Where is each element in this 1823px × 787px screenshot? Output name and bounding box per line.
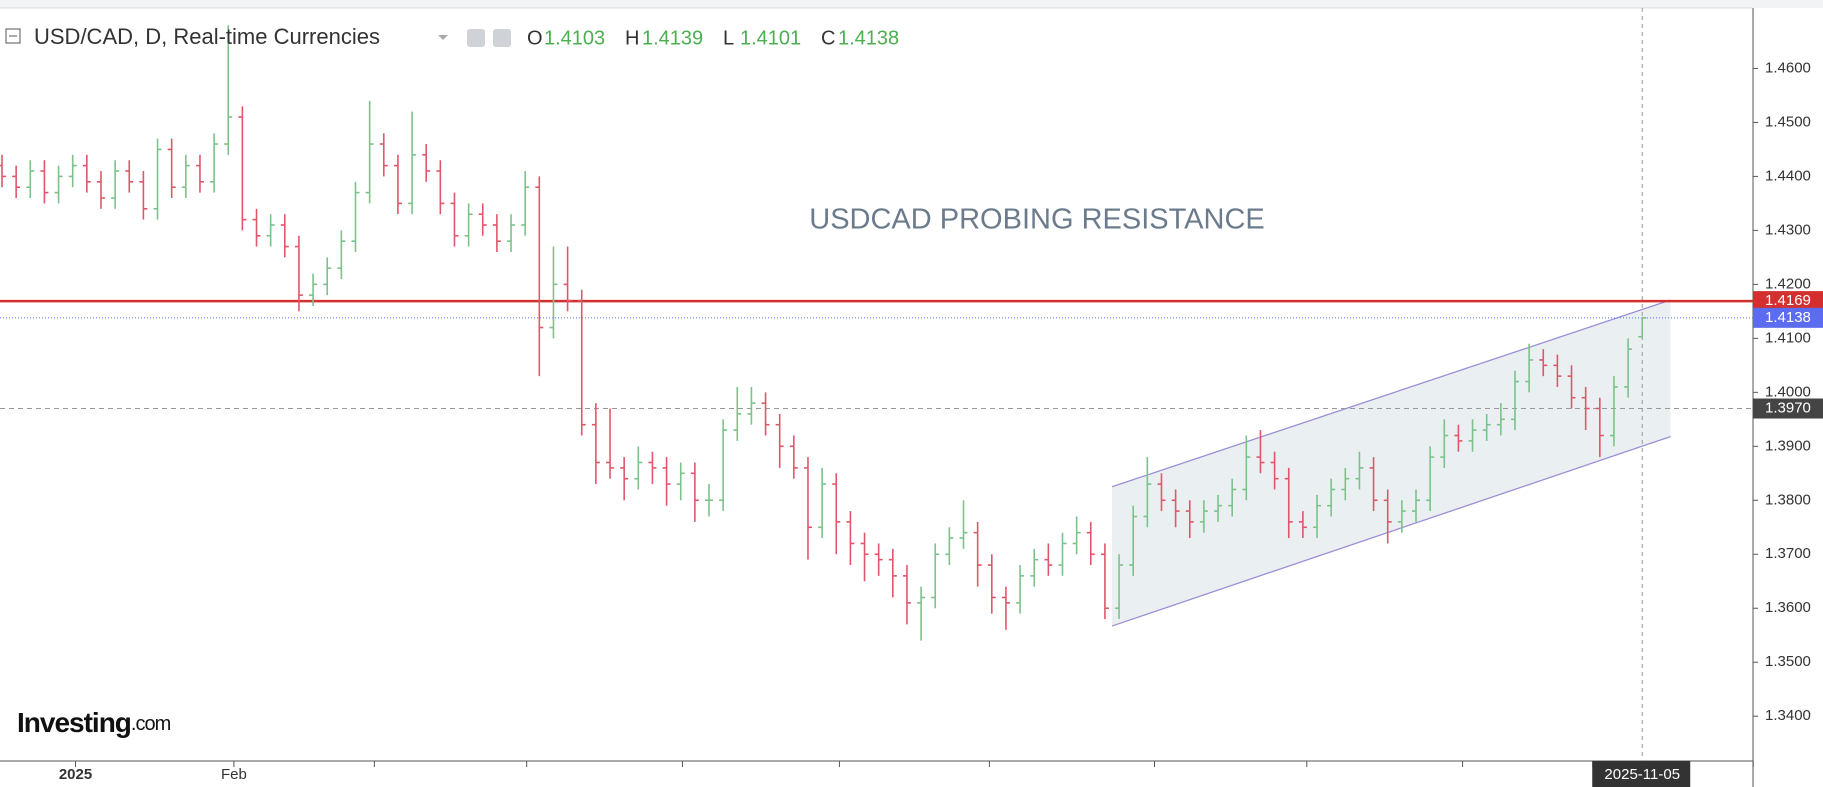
ohlc-value: 1.4103 [544,27,605,49]
x-badge [1592,761,1691,787]
y-tick-label: 1.3800 [1765,491,1811,508]
y-tick-label: 1.4600 [1765,59,1811,76]
y-tick-label: 1.4000 [1765,383,1811,400]
visibility-icon[interactable] [467,29,485,47]
logo: Investing.com [17,707,171,738]
ohlc-key: C [821,27,835,49]
ohlc-value: 1.4139 [642,27,703,49]
channel-lower [1111,435,1671,627]
ohlc-key: L [723,27,734,49]
collapse-icon[interactable] [5,28,21,44]
level-badge [1753,291,1823,312]
y-tick-label: 1.4300 [1765,221,1811,238]
ohlc-key: O [527,27,543,49]
y-tick-label: 1.4100 [1765,329,1811,346]
y-tick-label: 1.4500 [1765,113,1811,130]
y-tick-label: 1.4400 [1765,167,1811,184]
level-label: 1.4138 [1765,309,1811,326]
plot: 1.3400 1.3500 1.3600 1.3700 1.3800 1.3900 1.40… [0,8,1811,767]
y-tick-label: 1.3600 [1765,599,1811,616]
x-tick-label: 2025 [59,766,92,783]
y-tick-label: 1.3500 [1765,653,1811,670]
level-label: 1.4169 [1765,292,1811,309]
title-dropdown[interactable] [438,35,448,40]
y-tick-label: 1.4200 [1765,275,1811,292]
ohlc-header: O 1.4103 H 1.4139 L 1.4101 C 1.4138 [527,27,899,49]
level-badge [1753,398,1823,419]
y-tick-label: 1.3900 [1765,437,1811,454]
channel-upper [1111,299,1671,488]
ohlc-value: 1.4138 [838,27,899,49]
ohlc-value: 1.4101 [740,27,801,49]
settings-icon[interactable] [493,29,511,47]
channel-fill [1111,300,1671,627]
chart-title: USD/CAD, D, Real-time Currencies [34,24,380,49]
y-tick-label: 1.3400 [1765,707,1811,724]
top-strip [0,0,1823,8]
annotation: USDCAD PROBING RESISTANCE [809,204,1264,236]
ohlc-key: H [625,27,639,49]
y-tick-label: 1.3700 [1765,545,1811,562]
logo-suffix: .com [131,713,171,735]
x-tick-label: Feb [221,766,247,783]
level-label: 1.3970 [1765,399,1811,416]
logo-main: Investing [17,707,131,738]
level-badge [1753,307,1823,328]
x-tick-label: 2025-11-05 [1604,766,1680,783]
